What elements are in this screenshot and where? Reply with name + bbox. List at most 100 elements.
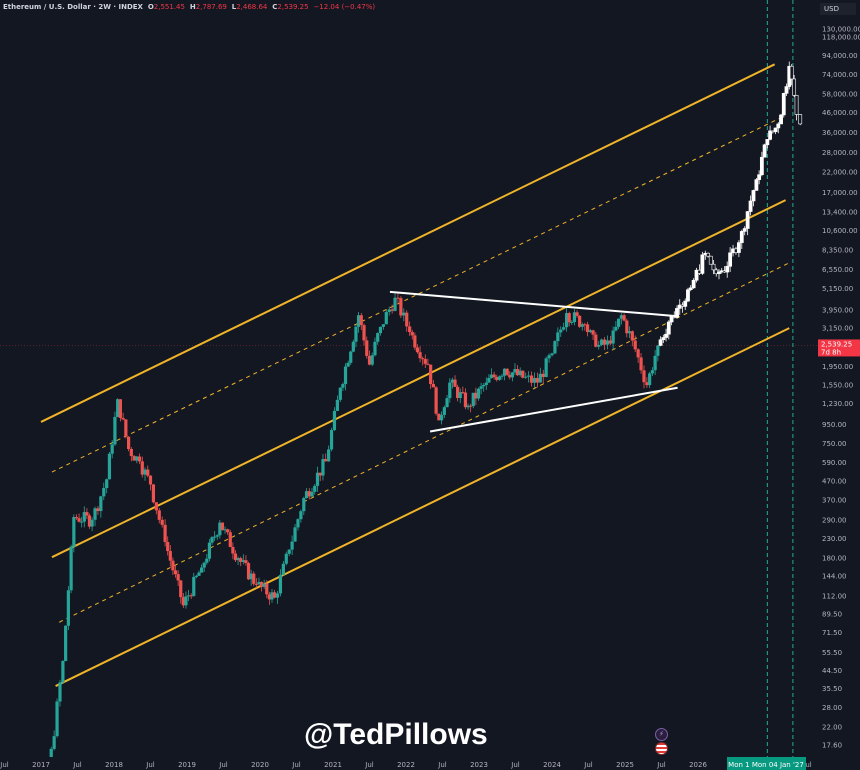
- candle: [474, 387, 478, 406]
- candle-body: [273, 592, 277, 598]
- lightning-icon[interactable]: ⚡: [655, 728, 668, 741]
- candle-body: [390, 309, 394, 311]
- candle-body: [448, 382, 452, 399]
- candle: [479, 382, 483, 395]
- candle: [532, 372, 537, 388]
- candle-body: [605, 340, 610, 345]
- candle-body: [233, 553, 238, 561]
- candle: [338, 386, 342, 403]
- price-tick-label: 3,950.00: [822, 306, 853, 314]
- candle: [415, 344, 420, 354]
- candle: [351, 339, 355, 353]
- candle-body: [423, 359, 427, 364]
- currency-button[interactable]: USD: [820, 3, 856, 15]
- candle: [116, 398, 120, 418]
- candle: [622, 313, 626, 322]
- candle-body: [127, 436, 131, 449]
- candle-body: [275, 593, 280, 598]
- candle: [58, 679, 62, 707]
- close-label: C: [272, 3, 278, 11]
- channel-line-solid: [55, 327, 790, 687]
- candle: [421, 356, 425, 366]
- candle-body: [252, 573, 256, 584]
- candle-body: [625, 320, 629, 334]
- candle-body: [171, 560, 175, 571]
- candle-body: [351, 341, 355, 352]
- candle-body: [329, 430, 334, 450]
- candle-body: [567, 313, 571, 323]
- candle-body: [529, 375, 534, 383]
- candle: [290, 535, 294, 556]
- candle-body: [630, 331, 634, 341]
- candle-body: [210, 537, 214, 543]
- candle-body: [572, 312, 577, 322]
- candle: [625, 318, 629, 338]
- candle-body: [200, 567, 204, 573]
- time-tick-label: 2018: [105, 761, 123, 769]
- candle-body: [387, 309, 391, 313]
- candle-body: [675, 308, 679, 318]
- time-tick-label: 2020: [251, 761, 269, 769]
- candle: [121, 412, 125, 421]
- candle: [492, 371, 496, 380]
- candle-body: [96, 508, 100, 512]
- candle: [614, 321, 618, 332]
- projected-candle: [691, 278, 696, 289]
- candle: [61, 660, 65, 684]
- candle: [611, 326, 615, 351]
- candle: [215, 534, 219, 540]
- last-price-value: 2,539.25: [821, 340, 852, 348]
- candle: [636, 348, 640, 363]
- candle-body: [648, 373, 652, 386]
- candle-body: [405, 312, 409, 327]
- candle: [359, 312, 363, 331]
- candle-body: [284, 553, 288, 564]
- candle: [602, 336, 607, 350]
- candle: [254, 578, 258, 589]
- candle-body: [532, 378, 537, 383]
- candle-body: [307, 491, 311, 497]
- price-tick-label: 46,000.00: [822, 109, 858, 117]
- candle: [296, 518, 300, 531]
- candle-body: [107, 453, 112, 480]
- candle-body: [181, 597, 185, 606]
- candle: [146, 465, 150, 478]
- candle: [393, 292, 397, 312]
- candle: [544, 356, 548, 378]
- candle-body: [296, 519, 300, 528]
- candle: [287, 549, 291, 557]
- candle-body: [521, 370, 525, 378]
- candle: [346, 360, 350, 368]
- price-tick-label: 290.00: [822, 516, 847, 524]
- candle-body: [431, 384, 435, 388]
- candle-body: [399, 298, 403, 316]
- candle: [335, 395, 339, 412]
- candle: [497, 375, 501, 381]
- candle-body: [228, 532, 232, 547]
- candle: [85, 508, 89, 520]
- candle-body: [69, 546, 73, 591]
- candle: [137, 453, 142, 465]
- candle-body: [118, 399, 122, 418]
- candle: [143, 467, 147, 481]
- candle-body: [748, 200, 753, 212]
- us-flag-icon[interactable]: [655, 742, 668, 755]
- candle: [489, 368, 494, 379]
- candle-body: [471, 392, 475, 407]
- candle-body: [184, 596, 188, 606]
- candle-body: [281, 563, 285, 575]
- price-tick-label: 35.50: [822, 685, 842, 693]
- projected-candle: [768, 125, 772, 141]
- candle: [99, 495, 103, 518]
- candle: [107, 452, 112, 480]
- candle-body: [354, 326, 358, 342]
- candle: [362, 323, 366, 346]
- candle: [373, 337, 377, 357]
- price-tick-label: 950.00: [822, 421, 847, 429]
- candle: [151, 484, 156, 504]
- projected-candle: [789, 64, 794, 86]
- candle-body: [456, 386, 460, 399]
- price-tick-label: 28.00: [822, 704, 842, 712]
- candle-body: [541, 373, 545, 377]
